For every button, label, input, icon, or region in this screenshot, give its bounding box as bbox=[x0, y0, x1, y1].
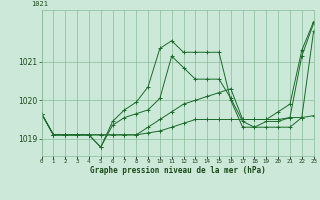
X-axis label: Graphe pression niveau de la mer (hPa): Graphe pression niveau de la mer (hPa) bbox=[90, 166, 266, 175]
Text: 1021: 1021 bbox=[31, 1, 48, 7]
